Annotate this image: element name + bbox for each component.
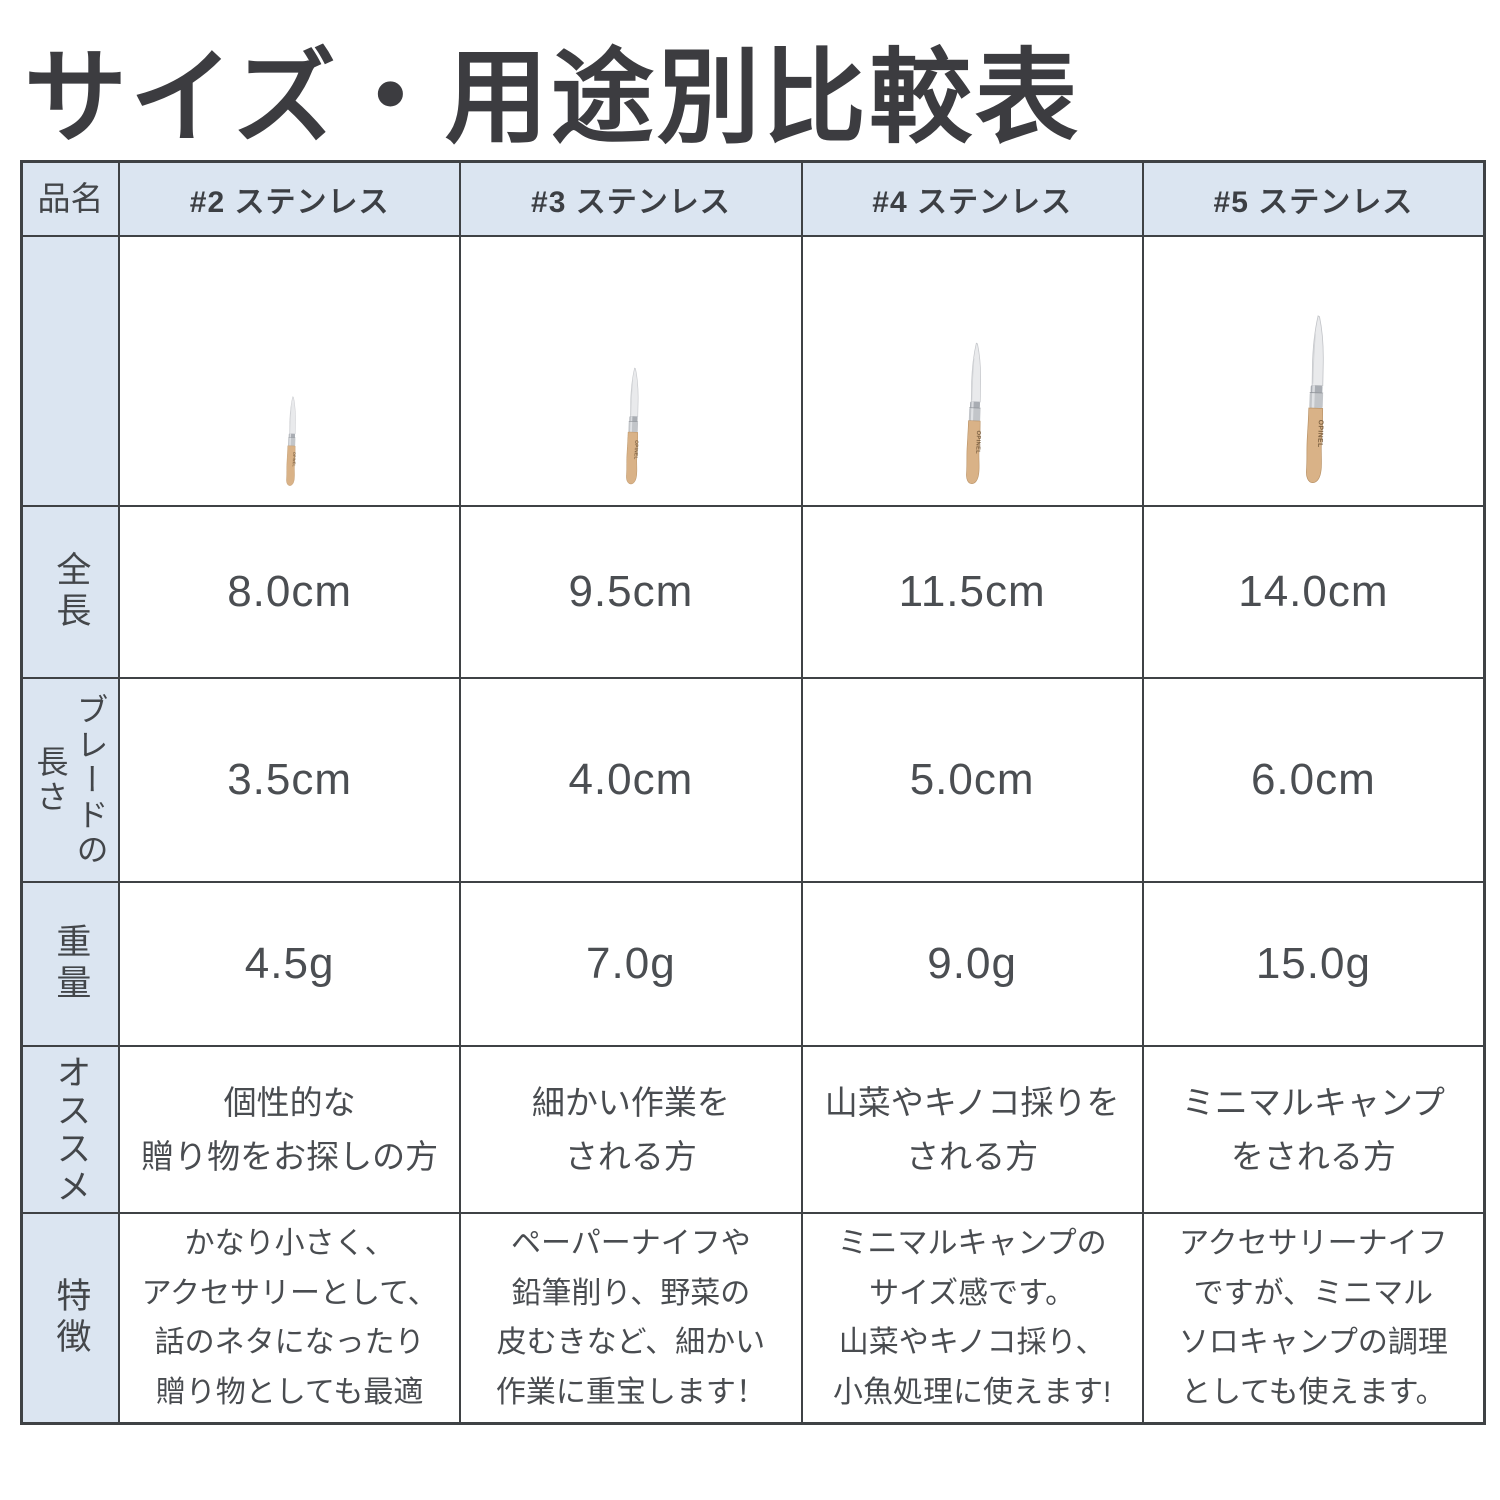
image-row-label-cell <box>23 237 118 505</box>
comparison-table: 品名 #2 ステンレス #3 ステンレス #4 ステンレス #5 ステンレス O… <box>20 160 1486 1425</box>
corner-label: 品名 <box>37 180 104 218</box>
header-product-3: #3 ステンレス <box>461 163 801 235</box>
row-label-total-length: 全長 <box>23 507 118 677</box>
cell-blade-length-5: 6.0cm <box>1143 679 1483 881</box>
product-image-cell-3: OPINEL <box>461 237 801 505</box>
row-label-feature-text: 特徴 <box>51 1277 91 1359</box>
corner-cell-product-name: 品名 <box>23 163 118 235</box>
cell-blade-length-2: 3.5cm <box>120 679 460 881</box>
header-product-2: #2 ステンレス <box>120 163 460 235</box>
row-label-blade-length: ブレードの 長さ <box>23 679 118 881</box>
cell-total-length-2: 8.0cm <box>120 507 460 677</box>
product-image-cell-5: OPINEL <box>1143 237 1483 505</box>
knife-icon: OPINEL <box>1306 315 1324 483</box>
knife-icon: OPINEL <box>966 342 982 484</box>
page-title: サイズ・用途別比較表 <box>24 42 1081 156</box>
svg-text:OPINEL: OPINEL <box>974 430 981 454</box>
header-product-5-label: #5 ステンレス <box>1213 186 1414 219</box>
cell-total-length-4: 11.5cm <box>802 507 1142 677</box>
header-product-5: #5 ステンレス <box>1143 163 1483 235</box>
row-label-total-length-text: 全長 <box>51 551 91 633</box>
svg-text:OPINEL: OPINEL <box>291 452 296 468</box>
header-product-3-label: #3 ステンレス <box>531 186 731 219</box>
cell-blade-length-3: 4.0cm <box>461 679 801 881</box>
row-label-blade-length-text: ブレードの 長さ <box>32 692 109 868</box>
row-label-feature: 特徴 <box>23 1214 118 1422</box>
cell-weight-5: 15.0g <box>1143 883 1483 1045</box>
row-label-weight: 重量 <box>23 883 118 1045</box>
cell-recommend-3: 細かい作業を される方 <box>461 1047 801 1212</box>
header-product-4: #4 ステンレス <box>802 163 1142 235</box>
cell-feature-3: ペーパーナイフや 鉛筆削り、野菜の 皮むきなど、細かい 作業に重宝します！ <box>461 1214 801 1422</box>
row-label-recommend-text: オススメ <box>51 1053 91 1206</box>
knife-icon: OPINEL <box>285 396 296 486</box>
cell-weight-4: 9.0g <box>802 883 1142 1045</box>
cell-recommend-2: 個性的な 贈り物をお探しの方 <box>120 1047 460 1212</box>
svg-text:OPINEL: OPINEL <box>632 440 639 460</box>
cell-total-length-3: 9.5cm <box>461 507 801 677</box>
cell-weight-3: 7.0g <box>461 883 801 1045</box>
knife-icon: OPINEL <box>626 367 639 485</box>
cell-recommend-5: ミニマルキャンプ をされる方 <box>1143 1047 1483 1212</box>
cell-recommend-4: 山菜やキノコ採りを される方 <box>802 1047 1142 1212</box>
svg-text:OPINEL: OPINEL <box>1316 420 1324 448</box>
cell-feature-5: アクセサリーナイフ ですが、ミニマル ソロキャンプの調理 としても使えます。 <box>1143 1214 1483 1422</box>
header-product-2-label: #2 ステンレス <box>189 186 390 219</box>
cell-blade-length-4: 5.0cm <box>802 679 1142 881</box>
header-product-4-label: #4 ステンレス <box>872 186 1072 219</box>
cell-feature-4: ミニマルキャンプの サイズ感です。 山菜やキノコ採り、 小魚処理に使えます! <box>802 1214 1142 1422</box>
cell-feature-2: かなり小さく、 アクセサリーとして、 話のネタになったり 贈り物としても最適 <box>120 1214 460 1422</box>
cell-total-length-5: 14.0cm <box>1143 507 1483 677</box>
row-label-recommend: オススメ <box>23 1047 118 1212</box>
product-image-cell-4: OPINEL <box>802 237 1142 505</box>
product-image-cell-2: OPINEL <box>120 237 460 505</box>
cell-weight-2: 4.5g <box>120 883 460 1045</box>
row-label-weight-text: 重量 <box>51 923 91 1005</box>
